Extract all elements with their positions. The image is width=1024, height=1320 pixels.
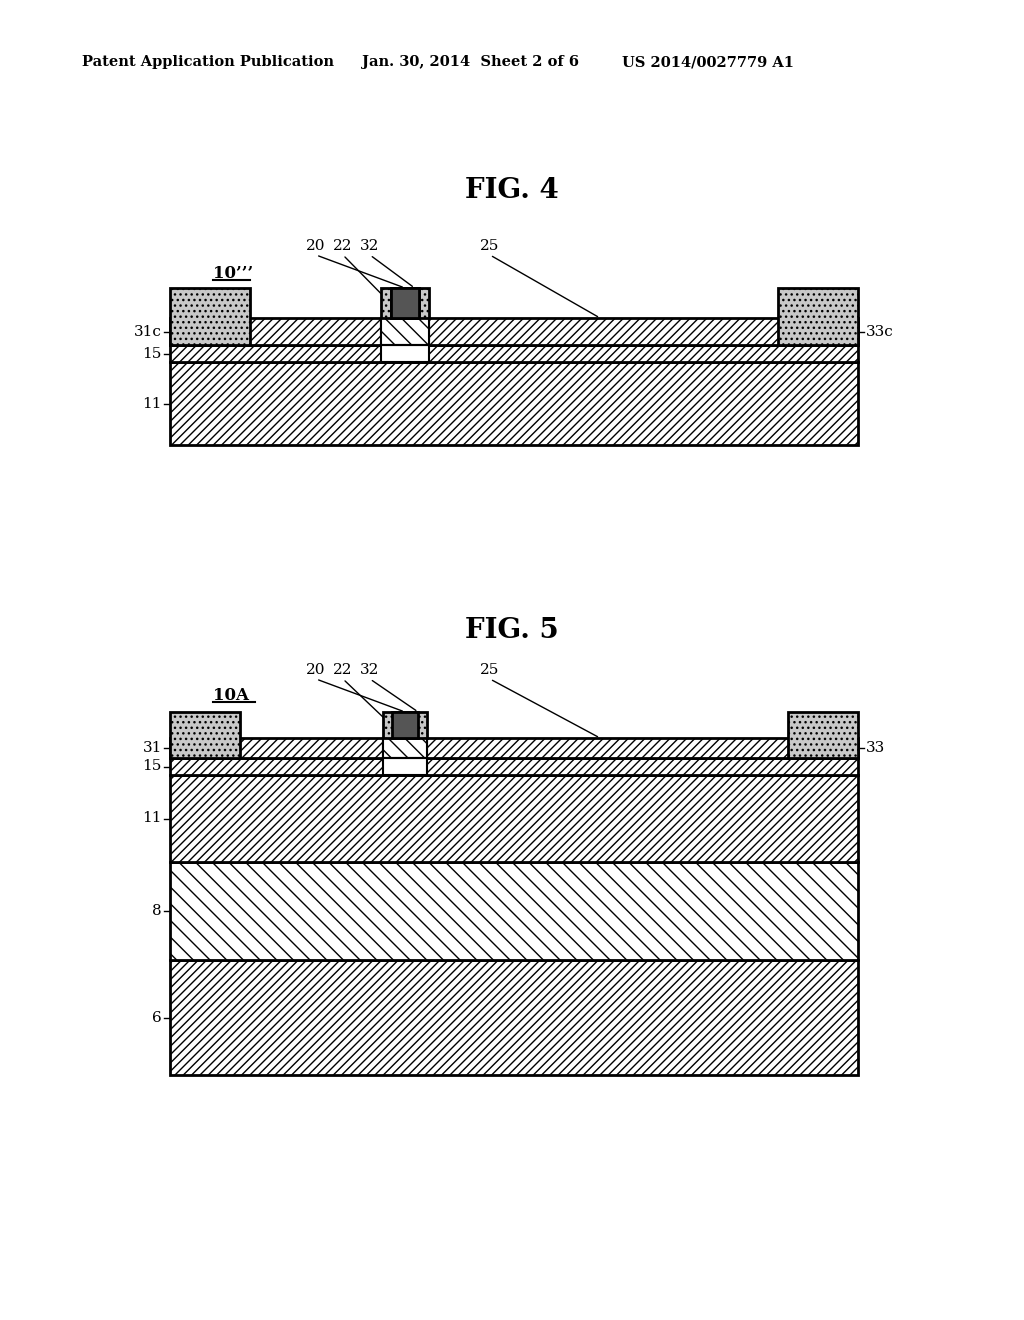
Text: Jan. 30, 2014  Sheet 2 of 6: Jan. 30, 2014 Sheet 2 of 6 xyxy=(362,55,579,69)
Text: 25: 25 xyxy=(480,663,500,677)
Text: 11: 11 xyxy=(142,396,162,411)
Text: 15: 15 xyxy=(142,346,162,360)
Bar xyxy=(392,711,418,738)
Bar xyxy=(170,288,250,345)
Bar xyxy=(170,862,858,960)
Bar xyxy=(788,711,858,758)
Bar xyxy=(381,288,429,318)
Text: Patent Application Publication: Patent Application Publication xyxy=(82,55,334,69)
Text: 31c: 31c xyxy=(134,325,162,338)
Bar xyxy=(383,711,427,738)
Text: FIG. 5: FIG. 5 xyxy=(465,616,559,644)
Text: 32: 32 xyxy=(360,239,380,253)
Text: 33c: 33c xyxy=(866,325,894,338)
Text: 25: 25 xyxy=(480,239,500,253)
Bar xyxy=(391,288,419,318)
Bar xyxy=(170,960,858,1074)
Text: 10’’’: 10’’’ xyxy=(213,265,253,282)
Text: 20: 20 xyxy=(306,239,326,253)
Bar xyxy=(383,738,427,758)
Bar xyxy=(381,318,429,345)
Text: 6: 6 xyxy=(153,1011,162,1024)
Text: 11: 11 xyxy=(142,812,162,825)
Text: 22: 22 xyxy=(333,663,352,677)
Text: 31: 31 xyxy=(142,741,162,755)
Bar xyxy=(170,362,858,445)
Text: 10A: 10A xyxy=(213,686,249,704)
Bar xyxy=(170,758,858,775)
Bar xyxy=(170,345,858,362)
Text: 8: 8 xyxy=(153,904,162,917)
Bar xyxy=(381,318,429,362)
Bar xyxy=(170,775,858,862)
Text: US 2014/0027779 A1: US 2014/0027779 A1 xyxy=(622,55,794,69)
Text: 32: 32 xyxy=(360,663,380,677)
Text: 20: 20 xyxy=(306,663,326,677)
Bar xyxy=(170,711,240,758)
Text: 33: 33 xyxy=(866,741,886,755)
Bar xyxy=(170,318,858,345)
Text: 15: 15 xyxy=(142,759,162,774)
Text: 22: 22 xyxy=(333,239,352,253)
Bar xyxy=(391,288,419,318)
Bar xyxy=(778,288,858,345)
Bar xyxy=(170,738,858,758)
Text: FIG. 4: FIG. 4 xyxy=(465,177,559,203)
Bar xyxy=(383,738,427,775)
